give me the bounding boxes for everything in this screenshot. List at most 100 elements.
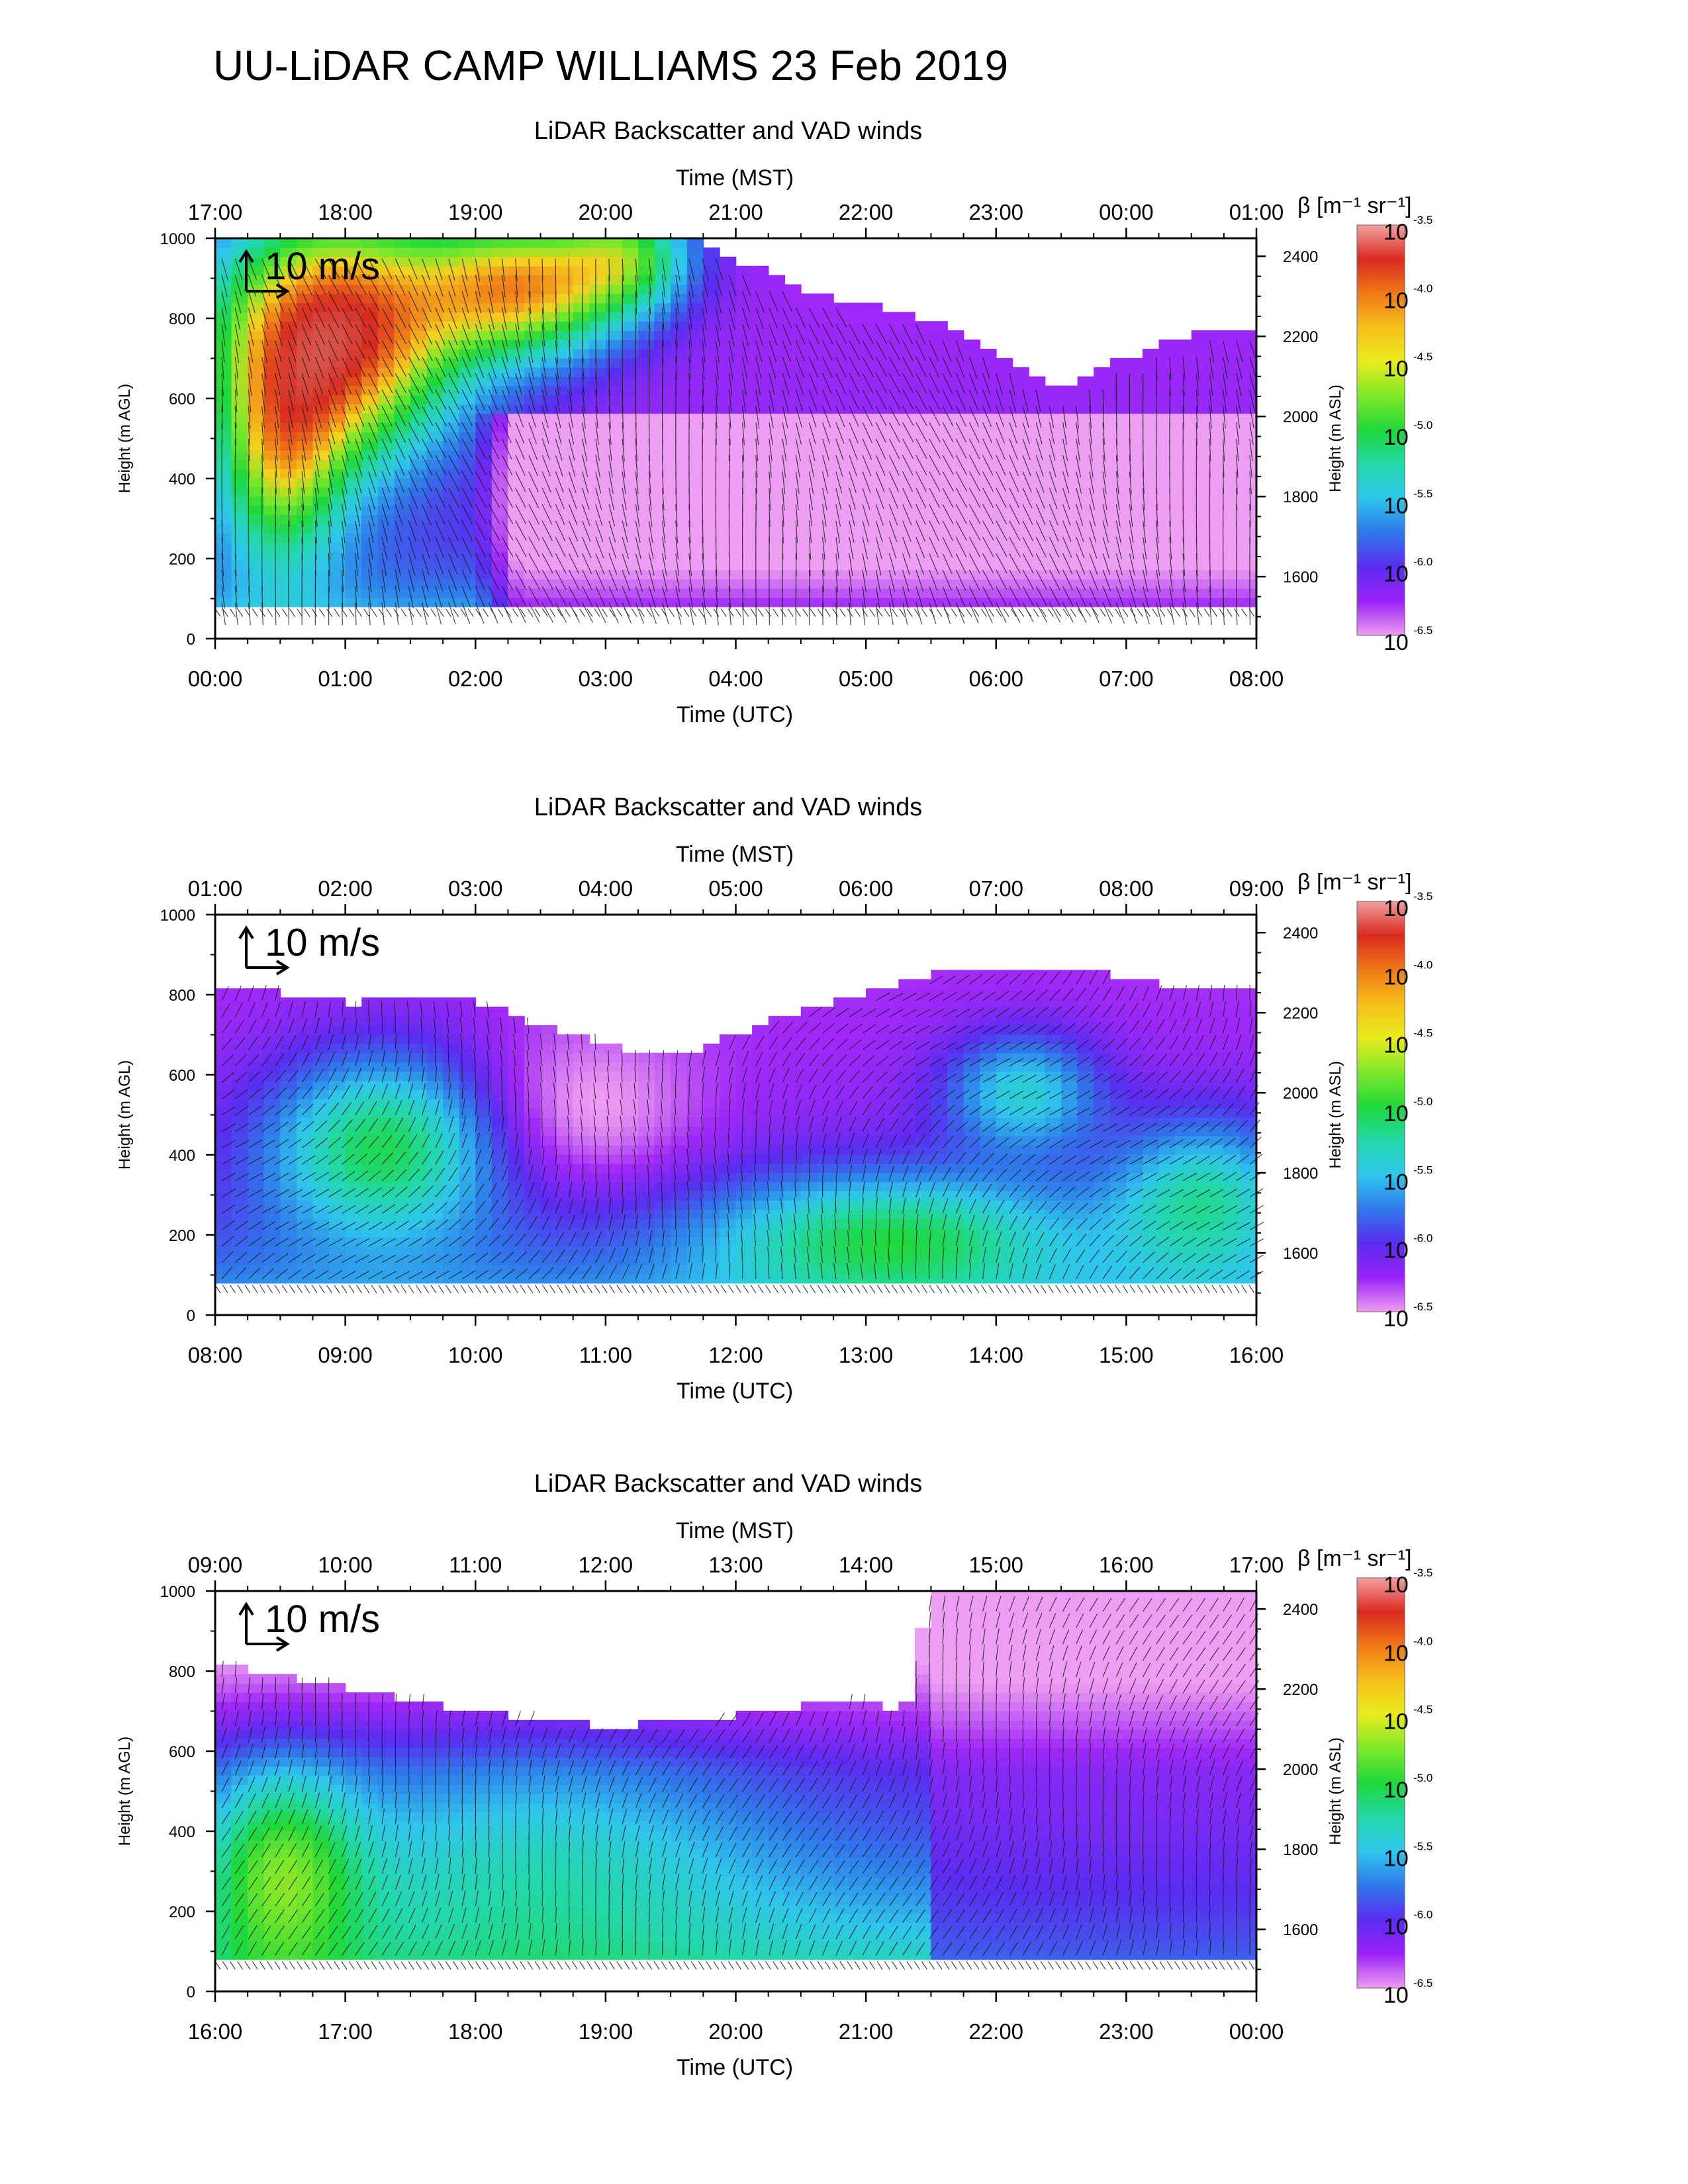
colorbar-tick-exponent: -5.0 [1413,419,1432,432]
bottom-tick-label: 12:00 [708,1343,763,1367]
panel-title: LiDAR Backscatter and VAD winds [534,794,922,821]
bottom-tick-label: 08:00 [1229,666,1284,691]
right-tick-label: 1600 [1283,1921,1318,1939]
left-tick-label: 800 [169,987,195,1005]
colorbar-tick-exponent: -5.5 [1413,1163,1432,1176]
bottom-tick-label: 07:00 [1099,666,1154,691]
left-axis-label: Height (m AGL) [116,1060,134,1169]
ground-arrow-strip [214,1285,1255,1293]
top-tick-label: 18:00 [318,200,373,224]
bottom-tick-label: 17:00 [318,2019,373,2044]
right-tick-label: 1800 [1283,1165,1318,1183]
right-tick-label: 2000 [1283,1761,1318,1779]
top-tick-label: 04:00 [579,876,633,901]
bottom-tick-label: 22:00 [968,2019,1023,2044]
right-axis-label: Height (m ASL) [1327,1061,1344,1169]
right-tick-label: 2200 [1283,328,1318,346]
left-tick-label: 400 [169,471,195,488]
top-tick-label: 15:00 [968,1553,1023,1577]
bottom-tick-label: 03:00 [579,666,633,691]
colorbar-label: β [m⁻¹ sr⁻¹] [1297,870,1412,895]
left-tick-label: 1000 [160,230,195,248]
wind-scale-key [238,1602,290,1652]
colorbar [1356,224,1405,636]
bottom-axis-label: Time (UTC) [677,1379,793,1404]
right-tick-label: 2200 [1283,1005,1318,1023]
left-tick-label: 600 [169,390,195,408]
colorbar-tick-label: 10 [1383,1572,1409,1598]
ground-arrow-strip [214,608,1255,617]
colorbar [1356,1577,1405,1989]
panel-title: LiDAR Backscatter and VAD winds [534,1470,922,1498]
bottom-tick-label: 21:00 [839,2019,894,2044]
top-tick-label: 11:00 [449,1553,502,1577]
wind-scale-label: 10 m/s [265,921,380,964]
top-tick-label: 17:00 [1229,1553,1284,1577]
top-tick-label: 22:00 [839,200,894,224]
colorbar-tick-exponent: -6.0 [1413,1232,1432,1245]
bottom-tick-label: 00:00 [1229,2019,1284,2044]
right-tick-label: 1600 [1283,569,1318,586]
colorbar-tick-exponent: -6.5 [1413,1977,1432,1989]
colorbar-label: β [m⁻¹ sr⁻¹] [1297,1546,1412,1571]
wind-vectors [221,1595,1260,1956]
top-axis-label: Time (MST) [676,842,794,867]
wind-scale-key [238,925,290,976]
top-tick-label: 23:00 [968,200,1023,224]
top-tick-label: 19:00 [448,200,503,224]
backscatter-field [215,1591,1257,1960]
colorbar-tick-exponent: -5.5 [1413,487,1432,500]
left-tick-label: 0 [187,1983,195,2001]
colorbar-tick-label: 10 [1383,493,1409,518]
top-tick-label: 08:00 [1099,876,1154,901]
right-tick-label: 2400 [1283,925,1318,942]
bottom-tick-label: 05:00 [839,666,894,691]
colorbar-tick-exponent: -6.5 [1413,1300,1432,1313]
top-tick-label: 06:00 [839,876,894,901]
wind-vectors [221,970,1264,1280]
colorbar-tick-exponent: -4.5 [1413,1027,1432,1040]
right-tick-label: 2400 [1283,1601,1318,1619]
top-axis-label: Time (MST) [676,1518,794,1543]
backscatter-field [215,238,1257,608]
left-tick-label: 200 [169,1227,195,1245]
colorbar-tick-exponent: -6.5 [1413,624,1432,637]
wind-scale-key [238,249,290,299]
left-axis-label: Height (m AGL) [116,1737,134,1846]
top-tick-label: 00:00 [1099,200,1154,224]
top-tick-label: 09:00 [188,1553,243,1577]
colorbar-tick-exponent: -6.0 [1413,556,1432,569]
bottom-tick-label: 06:00 [968,666,1023,691]
bottom-axis-label: Time (UTC) [677,2055,793,2080]
colorbar-tick-label: 10 [1383,1641,1409,1666]
wind-vectors [221,258,1258,625]
colorbar-tick-label: 10 [1383,562,1409,587]
colorbar-tick-exponent: -6.0 [1413,1909,1432,1921]
top-tick-label: 07:00 [968,876,1023,901]
bottom-tick-label: 20:00 [708,2019,763,2044]
bottom-tick-label: 02:00 [448,666,503,691]
left-tick-label: 800 [169,1663,195,1681]
colorbar-tick-label: 10 [1383,1033,1409,1058]
colorbar-tick-label: 10 [1383,1846,1409,1871]
left-tick-label: 200 [169,551,195,569]
left-tick-label: 800 [169,310,195,328]
right-axis-label: Height (m ASL) [1327,1737,1344,1845]
x-axis-ticks [214,1580,1258,2002]
bottom-tick-label: 08:00 [188,1343,243,1367]
colorbar-tick-label: 10 [1383,1306,1409,1332]
top-tick-label: 14:00 [839,1553,894,1577]
left-tick-label: 0 [187,1307,195,1325]
bottom-tick-label: 14:00 [968,1343,1023,1367]
left-tick-label: 1000 [160,907,195,925]
bottom-tick-label: 19:00 [579,2019,633,2044]
top-tick-label: 13:00 [708,1553,763,1577]
chart-panel-3: LiDAR Backscatter and VAD winds Time (MST… [0,1452,1688,2114]
bottom-tick-label: 11:00 [579,1343,632,1367]
bottom-tick-label: 18:00 [448,2019,503,2044]
wind-scale-label: 10 m/s [265,245,380,288]
top-tick-label: 01:00 [1229,200,1284,224]
top-axis-label: Time (MST) [676,165,794,191]
bottom-tick-label: 23:00 [1099,2019,1154,2044]
right-tick-label: 1600 [1283,1245,1318,1263]
